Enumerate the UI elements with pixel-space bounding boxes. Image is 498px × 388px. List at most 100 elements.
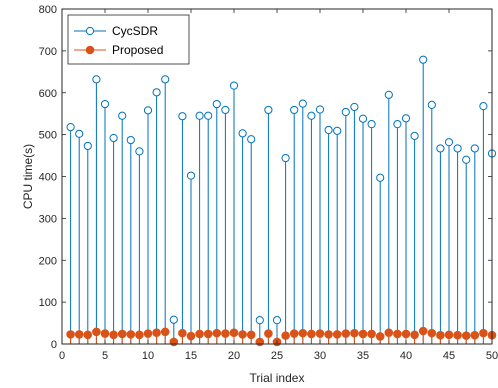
y-tick-label-200: 200 [39,255,57,267]
stem-marker-cycsdr-39 [393,120,402,129]
stem-marker-cycsdr-15 [186,171,196,180]
stem-marker-cycsdr-19 [221,105,230,115]
x-tick-label-5: 5 [102,350,108,362]
stem-marker-cycsdr-18 [212,99,221,109]
axis-ticks: 0 5 10 15 20 25 30 35 40 45 5001002003004005006007… [39,4,498,362]
stem-marker-cycsdr-44 [436,144,445,153]
legend-entry-proposed: Proposed [74,43,163,57]
stem-marker-proposed-23 [255,337,265,347]
x-tick-label-0: 0 [59,350,65,362]
stem-marker-proposed-11 [152,328,161,337]
stem-marker-cycsdr-22 [247,135,256,144]
y-tick-label-800: 800 [39,4,57,16]
stem-marker-proposed-3 [83,330,93,340]
stem-marker-proposed-18 [212,328,222,338]
stem-marker-cycsdr-40 [401,114,411,123]
stem-marker-cycsdr-43 [427,100,436,109]
x-tick-label-15: 15 [185,350,197,362]
legend-label-cycsdr: CycSDR [112,24,158,38]
stem-marker-cycsdr-10 [143,106,153,115]
stem-marker-cycsdr-24 [264,105,273,115]
stem-marker-cycsdr-28 [298,99,307,108]
stem-marker-cycsdr-30 [315,105,325,114]
stem-marker-cycsdr-23 [255,316,264,325]
x-axis-label: Trial index [250,371,305,385]
y-tick-label-400: 400 [39,172,57,184]
stem-marker-proposed-16 [195,329,204,339]
stem-marker-proposed-33 [341,329,351,338]
stem-marker-proposed-4 [92,327,101,337]
stem-marker-proposed-17 [203,329,213,339]
stem-marker-cycsdr-11 [152,88,161,97]
stem-marker-cycsdr-12 [161,75,170,84]
stem-marker-proposed-2 [74,330,84,339]
x-tick-label-50: 50 [486,350,498,362]
stem-marker-proposed-19 [221,329,230,338]
x-tick-label-25: 25 [271,350,283,362]
x-tick-label-40: 40 [400,350,412,362]
stem-marker-cycsdr-2 [75,129,84,138]
legend-marker-proposed [85,45,95,55]
x-tick-label-20: 20 [228,350,240,362]
stem-marker-proposed-24 [264,329,273,338]
stem-marker-cycsdr-21 [238,129,247,138]
stem-marker-proposed-40 [401,329,411,339]
stem-marker-proposed-43 [427,328,437,338]
stem-marker-cycsdr-16 [195,111,204,120]
stem-marker-proposed-42 [418,326,428,336]
stem-marker-cycsdr-49 [479,102,488,111]
stem-marker-cycsdr-37 [376,173,385,182]
x-tick-label-30: 30 [314,350,326,362]
stem-marker-cycsdr-8 [126,135,135,145]
y-axis-label: CPU time(s) [21,144,35,209]
stem-marker-cycsdr-41 [410,131,419,140]
stem-series-layer [66,55,497,347]
stem-marker-proposed-15 [186,331,196,341]
stem-marker-proposed-46 [453,330,462,340]
stem-marker-cycsdr-25 [272,316,282,325]
stem-marker-cycsdr-27 [290,105,299,115]
stem-marker-cycsdr-5 [100,99,110,109]
legend-marker-cycsdr [85,26,95,36]
stem-marker-cycsdr-1 [66,122,75,132]
stem-marker-proposed-49 [479,328,488,338]
stem-marker-cycsdr-36 [367,120,376,129]
stem-marker-cycsdr-48 [470,144,479,153]
stem-marker-proposed-12 [160,327,170,337]
stem-marker-proposed-26 [281,331,290,340]
stem-marker-proposed-21 [238,330,247,339]
stem-marker-proposed-28 [298,328,308,338]
stem-marker-cycsdr-47 [462,155,471,164]
stem-marker-cycsdr-4 [92,75,101,84]
stem-marker-cycsdr-20 [229,81,239,90]
stem-marker-proposed-45 [444,330,454,340]
stem-marker-cycsdr-34 [350,102,359,112]
stem-marker-proposed-29 [307,329,316,339]
stem-marker-cycsdr-46 [453,144,462,153]
stem-marker-proposed-5 [100,329,110,338]
stem-marker-proposed-36 [367,329,376,339]
stem-marker-proposed-47 [461,331,471,340]
stem-marker-cycsdr-35 [358,114,368,123]
stem-marker-proposed-20 [229,328,239,337]
x-tick-label-45: 45 [443,350,455,362]
y-tick-label-500: 500 [39,130,57,142]
plot-area [62,9,492,344]
stem-marker-cycsdr-38 [384,90,393,99]
legend-entry-cycsdr: CycSDR [74,24,158,38]
stem-marker-proposed-22 [246,330,256,340]
stem-marker-proposed-48 [470,330,480,340]
legend: CycSDR Proposed [67,14,190,65]
stem-marker-cycsdr-6 [109,133,118,143]
stem-marker-proposed-35 [358,329,368,339]
stem-marker-proposed-38 [384,328,394,337]
stem-marker-cycsdr-26 [281,153,290,163]
y-tick-label-0: 0 [51,339,57,351]
stem-marker-cycsdr-45 [444,138,454,147]
stem-marker-proposed-10 [143,329,153,338]
stem-marker-cycsdr-17 [204,111,213,120]
stem-marker-cycsdr-14 [178,112,187,121]
stem-marker-proposed-39 [393,329,402,339]
stem-marker-cycsdr-3 [83,141,92,151]
